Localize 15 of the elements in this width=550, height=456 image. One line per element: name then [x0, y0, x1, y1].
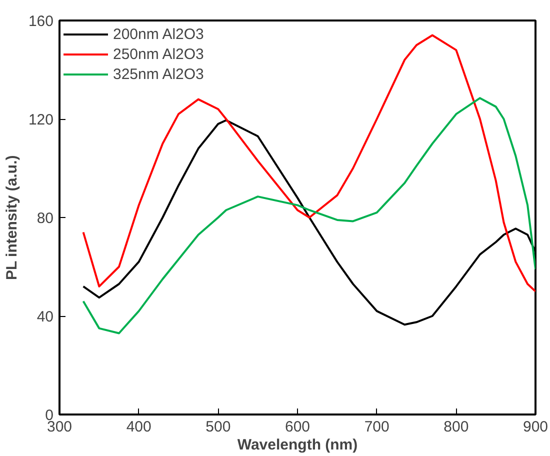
y-tick-label: 40	[36, 308, 54, 326]
legend-label: 200nm Al2O3	[113, 26, 204, 42]
x-tick-label: 600	[284, 418, 310, 436]
legend-label: 250nm Al2O3	[113, 46, 204, 62]
x-axis-title: Wavelength (nm)	[237, 436, 358, 454]
legend-label: 325nm Al2O3	[113, 66, 204, 82]
x-tick-label: 900	[522, 418, 548, 436]
y-tick-label: 120	[28, 112, 54, 128]
x-tick-label: 400	[126, 418, 152, 436]
x-tick-label: 800	[444, 418, 469, 436]
y-axis-title: PL intensity (a.u.)	[3, 155, 20, 280]
x-tick-label: 700	[364, 418, 390, 436]
y-tick-label: 160	[28, 13, 54, 30]
x-tick-label: 500	[206, 418, 231, 436]
y-tick-label: 80	[36, 210, 54, 227]
